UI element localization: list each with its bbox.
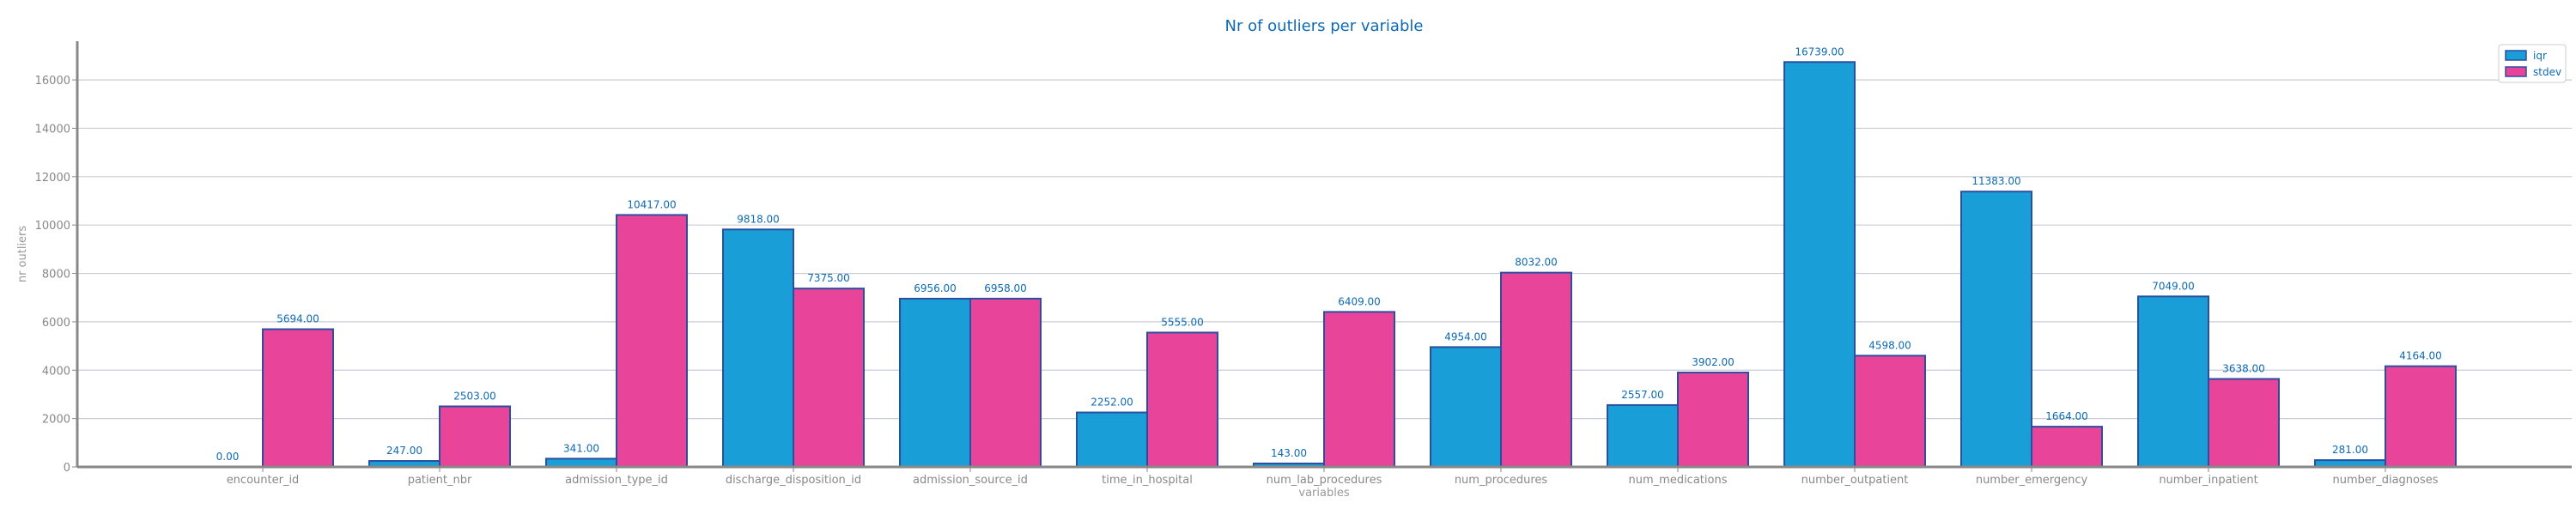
y-tick-label: 8000 (42, 269, 70, 282)
bar-stdev-encounter_id (262, 328, 334, 468)
bar-stdev-number_outpatient (1854, 354, 1926, 469)
bar-stdev-num_procedures (1500, 271, 1572, 469)
x-tick-label: admission_type_id (565, 474, 668, 487)
bar-stdev-admission_type_id (616, 214, 688, 468)
data-label-iqr-time_in_hospital: 2252.00 (1091, 397, 1133, 409)
y-tick-label: 12000 (35, 172, 70, 185)
data-label-stdev-number_outpatient: 4598.00 (1868, 339, 1911, 351)
data-label-iqr-num_medications: 2557.00 (1621, 389, 1664, 401)
bar-iqr-number_emergency (1960, 191, 2032, 468)
data-label-stdev-num_procedures: 8032.00 (1515, 257, 1558, 269)
y-tick-label: 14000 (35, 123, 70, 136)
legend-label-iqr: iqr (2533, 50, 2547, 62)
y-tick-label: 16000 (35, 75, 70, 88)
bar-stdev-discharge_disposition_id (793, 288, 865, 468)
bar-iqr-num_procedures (1430, 346, 1502, 468)
bar-stdev-number_inpatient (2208, 378, 2280, 468)
data-label-stdev-number_diagnoses: 4164.00 (2399, 350, 2442, 362)
data-label-stdev-discharge_disposition_id: 7375.00 (807, 272, 850, 284)
data-label-stdev-time_in_hospital: 5555.00 (1161, 316, 1204, 328)
x-tick-label: number_outpatient (1801, 474, 1909, 487)
x-tick-label: num_procedures (1455, 474, 1548, 487)
x-tick-label: patient_nbr (408, 474, 472, 487)
data-label-iqr-number_inpatient: 7049.00 (2152, 280, 2195, 292)
bar-iqr-admission_source_id (899, 297, 971, 469)
data-label-stdev-number_inpatient: 3638.00 (2222, 362, 2265, 374)
y-tick-label: 0 (64, 462, 70, 475)
x-tick-label: time_in_hospital (1102, 474, 1193, 487)
bar-stdev-num_medications (1677, 372, 1749, 468)
x-tick-label: num_medications (1629, 474, 1728, 487)
x-tick-labels: encounter_id patient_nbr admission_type_id… (227, 467, 2439, 487)
bar-iqr-number_outpatient (1783, 61, 1856, 468)
data-label-stdev-num_medications: 3902.00 (1692, 356, 1735, 368)
bar-iqr-discharge_disposition_id (722, 228, 794, 468)
bar-stdev-number_emergency (2031, 426, 2103, 469)
data-label-iqr-number_diagnoses: 281.00 (2332, 444, 2368, 456)
data-label-iqr-num_lab_procedures: 143.00 (1271, 447, 1307, 459)
legend-swatch-stdev (2505, 66, 2527, 77)
bars: 0.00 5694.00 247.00 2503.00 341.00 10417.00 98… (216, 45, 2457, 469)
bar-iqr-time_in_hospital (1076, 411, 1148, 468)
data-label-iqr-patient_nbr: 247.00 (386, 445, 422, 457)
data-label-iqr-encounter_id: 0.00 (216, 451, 240, 463)
bar-iqr-number_inpatient (2137, 295, 2209, 469)
data-label-iqr-number_outpatient: 16739.00 (1795, 45, 1844, 58)
y-tick-label: 10000 (35, 220, 70, 233)
y-tick-label: 2000 (42, 414, 70, 427)
legend-label-stdev: stdev (2533, 66, 2561, 78)
bar-stdev-admission_source_id (969, 297, 1042, 469)
y-tick-labels: 0 2000 4000 6000 8000 10000 12000 14000 16000 (35, 75, 77, 475)
x-tick-label: num_lab_procedures (1267, 474, 1382, 487)
data-label-iqr-admission_source_id: 6956.00 (914, 282, 957, 294)
y-tick-label: 6000 (42, 317, 70, 330)
data-label-stdev-patient_nbr: 2503.00 (453, 390, 496, 402)
chart-title: Nr of outliers per variable (1225, 17, 1424, 35)
data-label-stdev-encounter_id: 5694.00 (276, 313, 319, 325)
x-tick-label: encounter_id (227, 474, 300, 487)
legend-swatch-iqr (2505, 50, 2527, 61)
x-tick-label: number_diagnoses (2332, 474, 2438, 487)
x-tick-label: number_emergency (1976, 474, 2088, 487)
x-axis-label: variables (1298, 487, 1349, 500)
x-tick-label: admission_source_id (913, 474, 1028, 487)
data-label-stdev-num_lab_procedures: 6409.00 (1338, 295, 1381, 307)
bar-stdev-time_in_hospital (1146, 331, 1218, 469)
bar-stdev-num_lab_procedures (1323, 311, 1395, 468)
bar-stdev-patient_nbr (439, 405, 511, 468)
y-axis-label: nr outliers (16, 226, 29, 283)
legend: iqr stdev (2498, 44, 2567, 83)
y-tick-label: 4000 (42, 365, 70, 378)
data-label-stdev-admission_type_id: 10417.00 (627, 198, 676, 210)
x-tick-label: number_inpatient (2159, 474, 2257, 487)
x-tick-label: discharge_disposition_id (726, 474, 861, 487)
data-label-stdev-number_emergency: 1664.00 (2045, 410, 2088, 422)
bar-iqr-num_medications (1607, 403, 1679, 468)
data-label-stdev-admission_source_id: 6958.00 (984, 282, 1027, 294)
bar-stdev-number_diagnoses (2385, 365, 2457, 468)
data-label-iqr-admission_type_id: 341.00 (563, 442, 599, 454)
data-label-iqr-number_emergency: 11383.00 (1971, 175, 2020, 187)
data-label-iqr-discharge_disposition_id: 9818.00 (737, 213, 780, 225)
data-label-iqr-num_procedures: 4954.00 (1444, 330, 1487, 342)
